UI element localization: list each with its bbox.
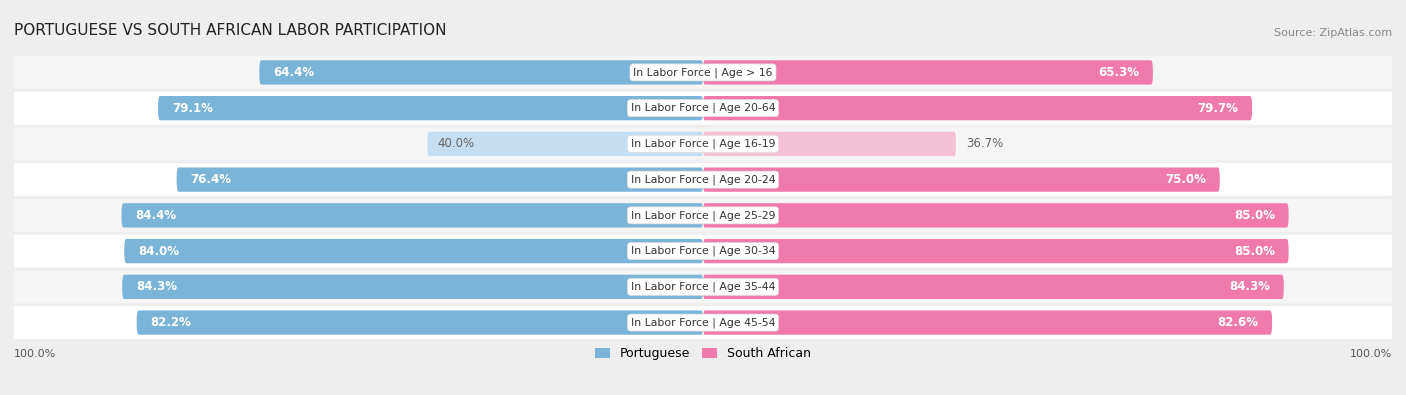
FancyBboxPatch shape	[703, 275, 1284, 299]
FancyBboxPatch shape	[14, 235, 1392, 267]
Text: 82.2%: 82.2%	[150, 316, 191, 329]
FancyBboxPatch shape	[259, 60, 703, 85]
Text: In Labor Force | Age 45-54: In Labor Force | Age 45-54	[631, 317, 775, 328]
Text: 79.7%: 79.7%	[1198, 102, 1239, 115]
Text: Source: ZipAtlas.com: Source: ZipAtlas.com	[1274, 28, 1392, 38]
Text: 65.3%: 65.3%	[1098, 66, 1139, 79]
FancyBboxPatch shape	[14, 271, 1392, 303]
Text: 75.0%: 75.0%	[1166, 173, 1206, 186]
FancyBboxPatch shape	[703, 203, 1289, 228]
Text: In Labor Force | Age 35-44: In Labor Force | Age 35-44	[631, 282, 775, 292]
FancyBboxPatch shape	[121, 203, 703, 228]
FancyBboxPatch shape	[14, 163, 1392, 196]
Text: 100.0%: 100.0%	[14, 350, 56, 359]
FancyBboxPatch shape	[14, 306, 1392, 339]
Text: 85.0%: 85.0%	[1234, 209, 1275, 222]
Text: 76.4%: 76.4%	[190, 173, 232, 186]
FancyBboxPatch shape	[703, 132, 956, 156]
FancyBboxPatch shape	[136, 310, 703, 335]
Text: 79.1%: 79.1%	[172, 102, 212, 115]
FancyBboxPatch shape	[157, 96, 703, 120]
Text: 64.4%: 64.4%	[273, 66, 314, 79]
FancyBboxPatch shape	[14, 199, 1392, 232]
Text: 84.0%: 84.0%	[138, 245, 179, 258]
Legend: Portuguese, South African: Portuguese, South African	[589, 342, 817, 365]
FancyBboxPatch shape	[14, 56, 1392, 89]
Text: In Labor Force | Age 16-19: In Labor Force | Age 16-19	[631, 139, 775, 149]
FancyBboxPatch shape	[177, 167, 703, 192]
FancyBboxPatch shape	[703, 310, 1272, 335]
Text: 100.0%: 100.0%	[1350, 350, 1392, 359]
Text: PORTUGUESE VS SOUTH AFRICAN LABOR PARTICIPATION: PORTUGUESE VS SOUTH AFRICAN LABOR PARTIC…	[14, 23, 447, 38]
Text: 36.7%: 36.7%	[966, 137, 1004, 150]
Text: In Labor Force | Age 20-24: In Labor Force | Age 20-24	[631, 174, 775, 185]
Text: 84.3%: 84.3%	[1229, 280, 1270, 293]
Text: 40.0%: 40.0%	[437, 137, 475, 150]
Text: In Labor Force | Age 25-29: In Labor Force | Age 25-29	[631, 210, 775, 221]
FancyBboxPatch shape	[703, 167, 1219, 192]
FancyBboxPatch shape	[124, 239, 703, 263]
Text: In Labor Force | Age 20-64: In Labor Force | Age 20-64	[631, 103, 775, 113]
Text: 82.6%: 82.6%	[1218, 316, 1258, 329]
FancyBboxPatch shape	[703, 96, 1253, 120]
Text: In Labor Force | Age 30-34: In Labor Force | Age 30-34	[631, 246, 775, 256]
FancyBboxPatch shape	[14, 128, 1392, 160]
Text: 84.4%: 84.4%	[135, 209, 176, 222]
FancyBboxPatch shape	[703, 239, 1289, 263]
FancyBboxPatch shape	[703, 60, 1153, 85]
FancyBboxPatch shape	[122, 275, 703, 299]
Text: In Labor Force | Age > 16: In Labor Force | Age > 16	[633, 67, 773, 78]
Text: 84.3%: 84.3%	[136, 280, 177, 293]
FancyBboxPatch shape	[427, 132, 703, 156]
Text: 85.0%: 85.0%	[1234, 245, 1275, 258]
FancyBboxPatch shape	[14, 92, 1392, 124]
